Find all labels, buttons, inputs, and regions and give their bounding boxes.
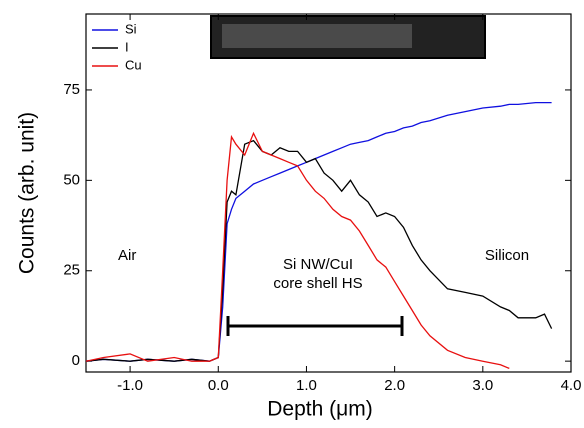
annotation: Air [118, 247, 136, 264]
x-tick-label: 0.0 [208, 377, 229, 394]
annotation: core shell HS [273, 275, 362, 292]
legend-label: I [125, 39, 129, 54]
x-axis-title: Depth (μm) [267, 398, 372, 421]
plot-frame [85, 13, 572, 373]
x-tick-label: -1.0 [117, 377, 143, 394]
series-line [85, 101, 552, 362]
scale-bar [226, 316, 404, 336]
inset-wire [222, 24, 412, 48]
series-line [85, 139, 553, 362]
y-axis-title: Counts (arb. unit) [16, 112, 39, 274]
x-tick-label: 1.0 [296, 377, 317, 394]
annotation: Silicon [485, 247, 529, 264]
x-tick-label: 4.0 [561, 377, 582, 394]
y-tick-label: 50 [63, 171, 80, 188]
x-tick-label: 3.0 [472, 377, 493, 394]
x-tick-label: 2.0 [384, 377, 405, 394]
annotation: Si NW/CuI [283, 256, 353, 273]
y-tick-label: 0 [72, 352, 80, 369]
legend-label: Cu [125, 57, 142, 72]
legend-label: Si [125, 21, 137, 36]
y-tick-label: 25 [63, 262, 80, 279]
series-line [85, 131, 510, 370]
y-tick-label: 75 [63, 81, 80, 98]
